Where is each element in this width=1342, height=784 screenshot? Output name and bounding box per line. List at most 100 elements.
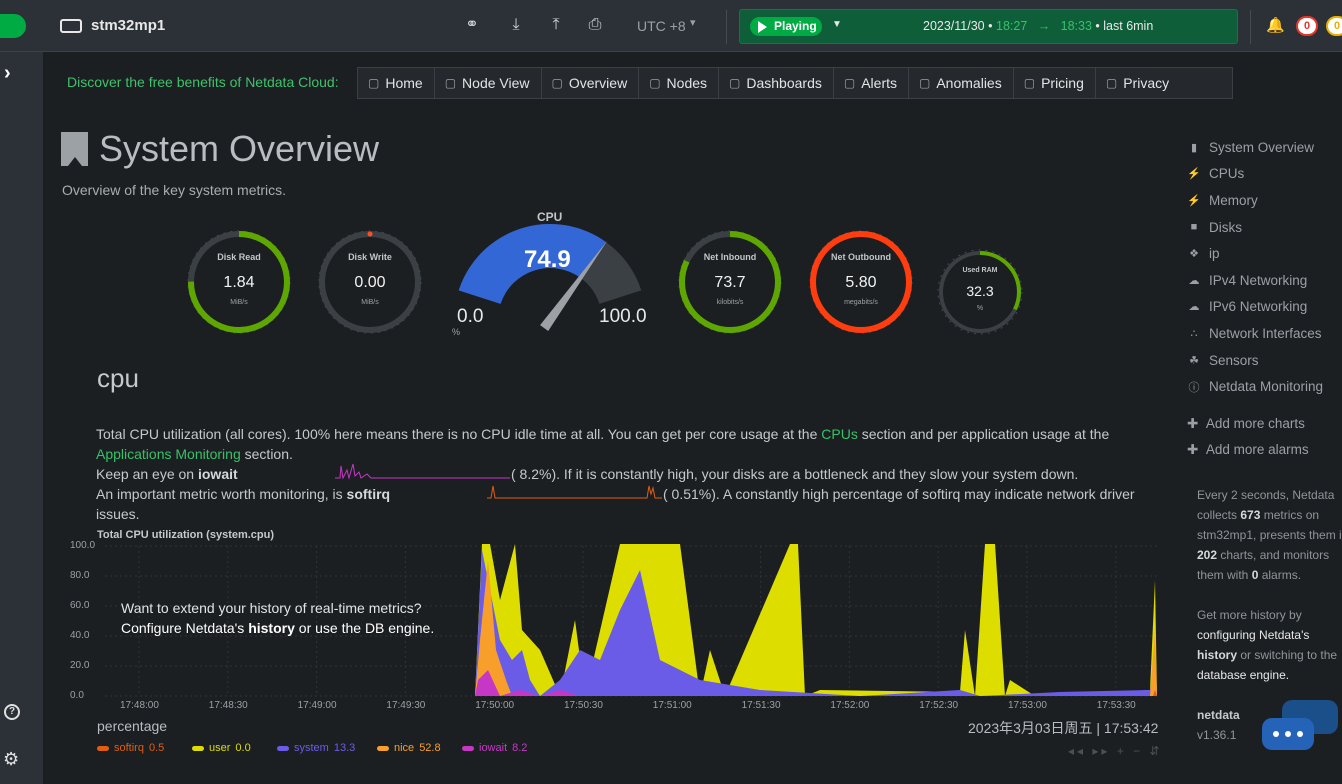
play-button[interactable]: Playing [750, 17, 822, 36]
toc-item-memory[interactable]: ⚡ Memory [1187, 187, 1323, 214]
nav-label: Alerts [861, 75, 897, 91]
nodes-icon: ▢ [649, 76, 661, 90]
label: Add more alarms [1205, 442, 1309, 457]
warning-alarms-badge[interactable]: 0 [1326, 16, 1342, 36]
legend-name: iowait [479, 742, 508, 754]
time-controls[interactable]: Playing ▼ 2023/11/30 • 18:27 → 18:33 • l… [739, 9, 1238, 44]
netdata-logo[interactable] [0, 14, 26, 38]
text: An important metric worth monitoring, is [96, 486, 347, 502]
bulb-icon[interactable]: ⚭ [465, 16, 479, 33]
toc-label: Sensors [1209, 352, 1259, 368]
chart-controls[interactable]: ◂◂ ▸▸ + − ⇵ [1068, 744, 1163, 758]
gauge-unit: % [452, 327, 461, 337]
toc-item-ipv6-networking[interactable]: ☁ IPv6 Networking [1187, 294, 1323, 321]
iowait-label: iowait [197, 466, 238, 482]
cpu-gauge[interactable] [450, 220, 650, 340]
disk-write-ring [318, 230, 422, 334]
legend-item-iowait[interactable]: iowait 8.2 [462, 742, 527, 754]
history-link[interactable]: history [1197, 648, 1238, 662]
critical-alarms-badge[interactable]: 0 [1296, 16, 1318, 36]
nav-alerts[interactable]: ▢ Alerts [834, 68, 909, 98]
chat-icon[interactable] [1262, 700, 1342, 758]
softirq-sparkline [487, 485, 662, 499]
toc-item-network-interfaces[interactable]: ∴ Network Interfaces [1187, 320, 1323, 347]
add-charts-link[interactable]: ✚ Add more charts [1187, 416, 1305, 432]
cpus-link[interactable]: CPUs [821, 426, 858, 442]
toc-item-cpus[interactable]: ⚡ CPUs [1187, 161, 1323, 188]
text: alarms. [1258, 568, 1302, 582]
nav-dashboards[interactable]: ▢ Dashboards [719, 68, 834, 98]
database-engine-link[interactable]: database engine. [1197, 668, 1290, 682]
legend-item-nice[interactable]: nice 52.8 [377, 742, 441, 754]
bolt-icon: ⚡ [1187, 194, 1201, 207]
gauge-min: 0.0 [457, 306, 484, 327]
nav-privacy[interactable]: ▢ Privacy [1096, 68, 1180, 98]
legend-item-user[interactable]: user 0.0 [192, 742, 251, 754]
db-engine-link[interactable]: DB engine [364, 620, 431, 636]
dashboard-icon: ▢ [729, 76, 741, 90]
configure-link[interactable]: configuring Netdata's [1197, 628, 1310, 642]
time-range[interactable]: 2023/11/30 • 18:27 → 18:33 • last 6min [923, 19, 1153, 33]
x-tick-label: 17:53:30 [1096, 700, 1136, 711]
nav-anomalies[interactable]: ▢ Anomalies [909, 68, 1014, 98]
y-axis-unit: percentage [97, 718, 168, 734]
product-name: netdata [1197, 708, 1240, 722]
gauge-value: 1.84 [223, 274, 255, 291]
toc-item-netdata-monitoring[interactable]: ⓘ Netdata Monitoring [1187, 373, 1324, 400]
chevron-down-icon[interactable]: ▾ [690, 17, 696, 29]
chevron-right-icon[interactable]: › [4, 62, 11, 84]
toc-item-ipv4-networking[interactable]: ☁ IPv4 Networking [1187, 267, 1323, 294]
toc-item-ip[interactable]: ❖ ip [1187, 240, 1323, 267]
legend-item-system[interactable]: system 13.3 [277, 742, 355, 754]
apps-monitoring-link[interactable]: Applications Monitoring [96, 446, 241, 462]
gauge-unit: megabits/s [844, 299, 878, 306]
download-icon[interactable]: ⤓ [512, 16, 520, 33]
nav-node-view[interactable]: ▢ Node View [435, 68, 542, 98]
node-name[interactable]: stm32mp1 [91, 17, 166, 34]
x-tick-label: 17:49:00 [297, 700, 337, 711]
info-line: Every 2 seconds, Netdata [1197, 488, 1335, 502]
net-outbound-gauge[interactable]: Net Outbound 5.80 megabits/s [806, 227, 916, 337]
gear-icon[interactable]: ⚙ [3, 749, 20, 769]
cpu-chart[interactable] [60, 540, 1160, 720]
chevron-down-icon[interactable]: ▼ [832, 19, 842, 30]
history-info: Get more history by configuring Netdata'… [1197, 605, 1342, 685]
text: collects [1197, 508, 1241, 522]
history-link[interactable]: history [248, 620, 295, 636]
y-tick-label: 80.0 [70, 570, 90, 581]
help-icon[interactable]: ? [4, 704, 20, 720]
monitor-icon: ▢ [368, 76, 380, 90]
print-icon[interactable]: ⎙ [588, 16, 602, 33]
text: section. [240, 446, 293, 462]
toc-label: ip [1209, 246, 1220, 262]
toc-item-system-overview[interactable]: ▮ System Overview [1187, 134, 1323, 161]
timezone-selector[interactable]: UTC +8 [637, 18, 686, 34]
cloud-nav: ▢ Home ▢ Node View ▢ Overview ▢ Nodes ▢ Dashboard… [357, 67, 1233, 99]
toc-label: IPv4 Networking [1209, 272, 1308, 288]
cloud-icon: ☁ [1188, 274, 1200, 287]
legend-value: 0.0 [235, 742, 251, 754]
legend-name: system [294, 742, 329, 754]
nav-overview[interactable]: ▢ Overview [542, 68, 640, 98]
gauge-label: CPU [537, 210, 563, 224]
cpu-description-line: issues. [96, 506, 140, 522]
cpu-description-line: Keep an eye on iowait [96, 464, 1161, 484]
upload-icon[interactable]: ⤒ [552, 16, 560, 33]
nav-pricing[interactable]: ▢ Pricing [1014, 68, 1096, 98]
toc-item-disks[interactable]: ■ Disks [1187, 214, 1323, 241]
x-tick-label: 17:52:30 [919, 700, 959, 711]
disk-write-gauge[interactable]: Disk Write 0.00 MiB/s [315, 227, 425, 337]
nav-nodes[interactable]: ▢ Nodes [639, 68, 720, 98]
toc-item-sensors[interactable]: ☘ Sensors [1187, 347, 1323, 374]
net-inbound-gauge[interactable]: Net Inbound 73.7 kilobits/s [675, 227, 785, 337]
charts-count: 202 [1197, 548, 1218, 562]
bell-icon[interactable]: 🔔 [1266, 17, 1285, 34]
left-rail: › ? ⚙ [0, 52, 43, 784]
legend-item-softirq[interactable]: softirq 0.5 [97, 742, 164, 754]
cloud-promo: Discover the free benefits of Netdata Cl… [67, 74, 339, 90]
y-tick-label: 40.0 [70, 630, 90, 641]
disk-read-gauge[interactable]: Disk Read 1.84 MiB/s [184, 227, 294, 337]
nav-home[interactable]: ▢ Home [358, 68, 435, 98]
used-ram-gauge[interactable]: Used RAM 32.3 % [935, 247, 1025, 337]
add-alarms-link[interactable]: ✚ Add more alarms [1187, 442, 1309, 458]
